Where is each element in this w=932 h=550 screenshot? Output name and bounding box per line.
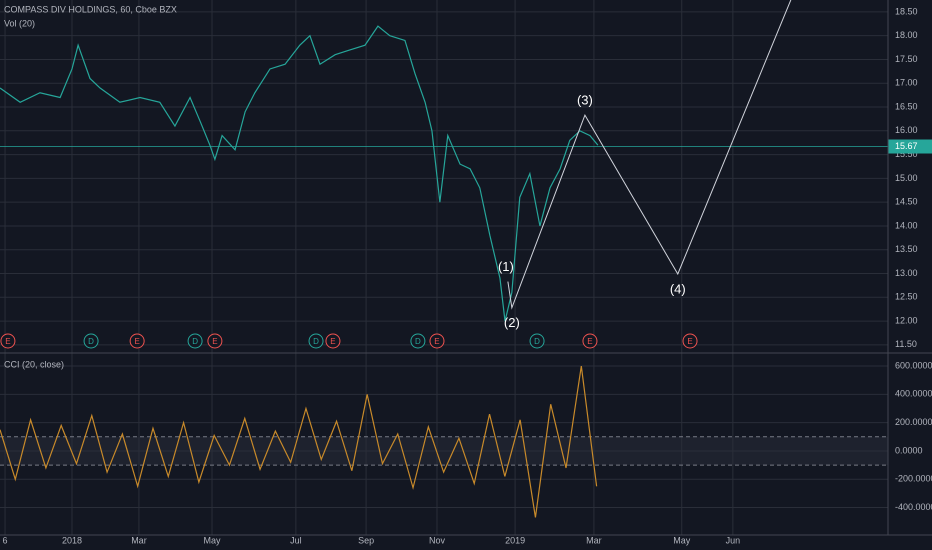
y-tick-label: 17.50 — [895, 54, 918, 64]
y-tick-label: 17.00 — [895, 78, 918, 88]
event-marker — [207, 333, 223, 349]
event-marker — [325, 333, 341, 349]
x-tick-label: Nov — [429, 535, 446, 545]
event-marker — [410, 333, 426, 349]
y-tick-label: 13.50 — [895, 244, 918, 254]
y-tick-label: 16.50 — [895, 101, 918, 111]
wave-label: (1) — [498, 259, 514, 274]
y-tick-label: 0.0000 — [895, 445, 923, 455]
y-tick-label: 16.00 — [895, 125, 918, 135]
event-marker — [529, 333, 545, 349]
last-price-box — [888, 139, 932, 154]
wave-label: (3) — [577, 93, 593, 108]
event-label: E — [587, 337, 592, 346]
y-tick-label: 11.50 — [895, 339, 917, 349]
event-label: E — [134, 337, 139, 346]
event-label: E — [434, 337, 439, 346]
x-tick-label: Mar — [131, 535, 147, 545]
y-tick-label: 600.0000 — [895, 360, 932, 370]
event-marker — [187, 333, 203, 349]
event-label: E — [5, 337, 10, 346]
panel-subtitle: Vol (20) — [4, 18, 35, 28]
y-tick-label: 18.00 — [895, 30, 918, 40]
y-tick-label: 18.50 — [895, 6, 918, 16]
event-marker — [682, 333, 698, 349]
panel-title: CCI (20, close) — [4, 359, 64, 369]
event-label: D — [534, 337, 540, 346]
wave-label: (2) — [504, 315, 520, 330]
x-tick-label: 6 — [3, 535, 8, 545]
event-marker — [582, 333, 598, 349]
x-tick-label: 2019 — [505, 535, 525, 545]
y-tick-label: 14.00 — [895, 220, 918, 230]
x-tick-label: Jun — [726, 535, 741, 545]
x-tick-label: May — [673, 535, 691, 545]
event-marker — [308, 333, 324, 349]
event-marker — [129, 333, 145, 349]
wave-label: (4) — [670, 281, 686, 296]
x-tick-label: Jul — [290, 535, 302, 545]
y-tick-label: 400.0000 — [895, 389, 932, 399]
x-tick-label: 2018 — [62, 535, 82, 545]
event-label: D — [313, 337, 319, 346]
wave-line — [507, 0, 792, 310]
cci-band — [0, 436, 888, 466]
event-label: E — [330, 337, 335, 346]
y-tick-label: 13.00 — [895, 268, 918, 278]
event-label: D — [192, 337, 198, 346]
y-tick-label: 12.00 — [895, 315, 918, 325]
x-tick-label: Mar — [586, 535, 602, 545]
panel-title: COMPASS DIV HOLDINGS, 60, Cboe BZX — [4, 4, 177, 14]
event-label: D — [88, 337, 94, 346]
event-marker — [0, 333, 16, 349]
last-price-label: 15.67 — [895, 141, 918, 151]
y-tick-label: 14.50 — [895, 197, 918, 207]
y-tick-label: 15.50 — [895, 149, 918, 159]
event-label: D — [415, 337, 421, 346]
event-label: E — [687, 337, 692, 346]
event-marker — [83, 333, 99, 349]
price-line — [0, 365, 598, 518]
event-label: E — [212, 337, 217, 346]
y-tick-label: 15.00 — [895, 173, 918, 183]
y-tick-label: -400.0000 — [895, 502, 932, 512]
x-tick-label: Sep — [358, 535, 374, 545]
event-marker — [429, 333, 445, 349]
y-tick-label: 12.50 — [895, 292, 918, 302]
x-tick-label: May — [204, 535, 222, 545]
y-tick-label: -200.0000 — [895, 474, 932, 484]
y-tick-label: 200.0000 — [895, 417, 932, 427]
price-line — [0, 25, 599, 322]
